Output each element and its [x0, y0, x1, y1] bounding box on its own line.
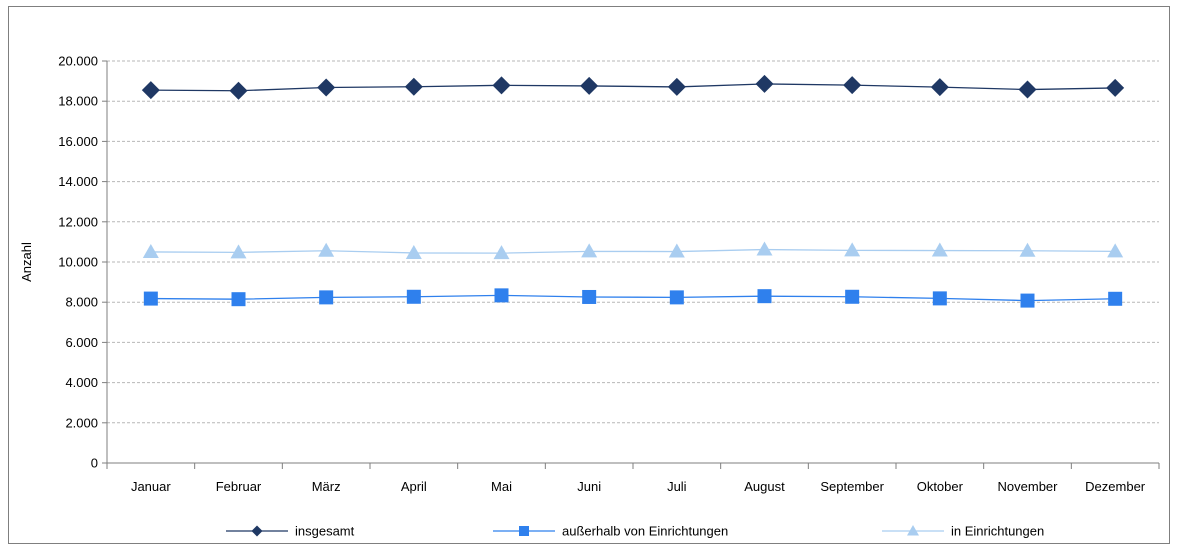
- square-marker: [757, 289, 772, 304]
- y-tick-label: 16.000: [58, 134, 98, 149]
- square-marker: [406, 289, 421, 304]
- x-tick-label: Mai: [491, 479, 512, 494]
- triangle-marker: [142, 243, 159, 258]
- x-tick-label: März: [312, 479, 341, 494]
- y-tick-label: 2.000: [65, 415, 98, 430]
- square-marker: [845, 289, 860, 304]
- series-line: [150, 294, 1116, 302]
- y-tick-label: 10.000: [58, 255, 98, 270]
- diamond-marker: [667, 77, 686, 96]
- triangle-marker: [318, 242, 335, 257]
- x-tick-label: September: [820, 479, 884, 494]
- diamond-marker: [251, 525, 263, 537]
- y-tick-label: 4.000: [65, 375, 98, 390]
- triangle-marker: [230, 244, 247, 259]
- diamond-marker: [1018, 80, 1037, 99]
- diamond-marker: [141, 81, 160, 100]
- diamond-marker: [1106, 78, 1125, 97]
- legend-item: in Einrichtungen: [882, 524, 1044, 539]
- triangle-marker: [931, 242, 948, 257]
- x-tick-label: April: [401, 479, 427, 494]
- x-tick-label: November: [998, 479, 1059, 494]
- square-marker: [669, 290, 684, 305]
- y-tick-label: 8.000: [65, 295, 98, 310]
- y-axis-title: Anzahl: [19, 242, 34, 282]
- triangle-marker: [1019, 242, 1036, 257]
- y-tick-label: 6.000: [65, 335, 98, 350]
- triangle-marker: [493, 245, 510, 260]
- square-marker: [519, 526, 529, 536]
- square-marker: [1108, 291, 1123, 306]
- series-1: [141, 74, 1125, 100]
- y-tick-label: 0: [91, 456, 98, 471]
- square-marker: [1020, 293, 1035, 308]
- triangle-marker: [668, 243, 685, 258]
- legend-label: außerhalb von Einrichtungen: [562, 524, 728, 539]
- diamond-marker: [492, 76, 511, 95]
- diamond-marker: [580, 76, 599, 95]
- series-2: [143, 288, 1123, 308]
- legend-label: insgesamt: [295, 524, 355, 539]
- triangle-marker: [907, 525, 919, 536]
- triangle-marker: [1107, 243, 1124, 258]
- square-marker: [494, 288, 509, 303]
- square-marker: [932, 291, 947, 306]
- x-tick-label: Januar: [131, 479, 171, 494]
- y-tick-label: 20.000: [58, 54, 98, 69]
- x-tick-label: Februar: [216, 479, 262, 494]
- x-tick-label: August: [744, 479, 785, 494]
- x-tick-label: Juni: [577, 479, 601, 494]
- diamond-marker: [755, 74, 774, 93]
- series-3: [142, 241, 1124, 260]
- gridlines: [107, 60, 1159, 424]
- y-tick-label: 12.000: [58, 214, 98, 229]
- series-line: [150, 83, 1116, 92]
- series-line: [150, 248, 1116, 254]
- series: [141, 74, 1125, 308]
- diamond-marker: [229, 81, 248, 100]
- triangle-marker: [844, 242, 861, 257]
- x-tick-label: Dezember: [1085, 479, 1146, 494]
- axes: 0 2.000 4.000 6.000 8.000 10.000 12.000 14.000 1…: [58, 54, 1160, 494]
- square-marker: [582, 289, 597, 304]
- legend-item: außerhalb von Einrichtungen: [493, 524, 728, 539]
- y-tick-label: 18.000: [58, 94, 98, 109]
- triangle-marker: [756, 241, 773, 256]
- legend: insgesamt außerhalb von Einrichtungen in E…: [226, 524, 1044, 539]
- square-marker: [231, 292, 246, 307]
- legend-item: insgesamt: [226, 524, 355, 539]
- chart-frame: [8, 6, 1170, 544]
- square-marker: [143, 291, 158, 306]
- diamond-marker: [930, 78, 949, 97]
- square-marker: [319, 290, 334, 305]
- triangle-marker: [581, 243, 598, 258]
- triangle-marker: [405, 244, 422, 259]
- x-tick-label: Juli: [667, 479, 687, 494]
- diamond-marker: [404, 77, 423, 96]
- diamond-marker: [317, 78, 336, 97]
- legend-label: in Einrichtungen: [951, 524, 1044, 539]
- x-tick-label: Oktober: [917, 479, 964, 494]
- y-tick-label: 14.000: [58, 174, 98, 189]
- diamond-marker: [843, 76, 862, 95]
